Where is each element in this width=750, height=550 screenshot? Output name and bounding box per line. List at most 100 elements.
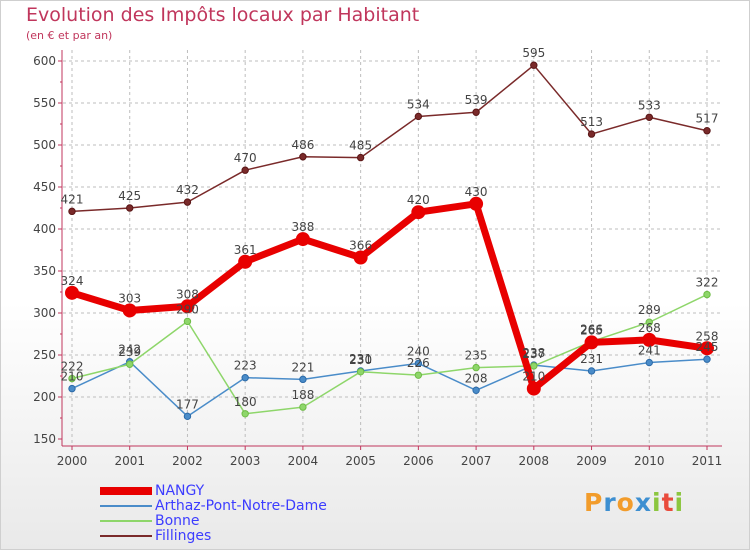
data-point-bonne	[68, 374, 76, 383]
data-point-arthaz-pont-notre-dame	[299, 375, 307, 384]
data-label-nangy: 420	[407, 193, 430, 207]
data-point-arthaz-pont-notre-dame	[183, 412, 192, 421]
y-tick-label: 450	[33, 180, 56, 194]
data-point-fillinges	[68, 207, 76, 216]
data-label-fillinges: 517	[696, 112, 719, 126]
data-label-nangy: 361	[234, 243, 257, 257]
data-label-arthaz-pont-notre-dame: 240	[407, 344, 430, 358]
y-tick-label: 550	[33, 96, 56, 110]
y-tick-label: 600	[33, 54, 56, 68]
data-point-arthaz-pont-notre-dame	[587, 367, 596, 375]
data-label-fillinges: 432	[176, 183, 199, 197]
data-label-nangy: 265	[580, 323, 603, 337]
legend-label-nangy: NANGY	[155, 483, 205, 499]
legend-label-arthaz: Arthaz-Pont-Notre-Dame	[155, 498, 327, 514]
logo-letter: i	[652, 488, 662, 517]
data-point-arthaz-pont-notre-dame	[68, 384, 76, 393]
data-label-arthaz-pont-notre-dame: 238	[522, 346, 545, 360]
y-tick-label: 300	[33, 306, 56, 320]
legend-swatch-nangy	[100, 487, 152, 495]
data-point-nangy	[584, 335, 599, 350]
legend-label-bonne: Bonne	[155, 513, 200, 529]
data-label-fillinges: 534	[407, 97, 430, 111]
series-line-bonne	[71, 293, 708, 415]
data-point-nangy	[411, 205, 426, 220]
data-label-bonne: 237	[522, 347, 545, 361]
data-label-fillinges: 533	[638, 98, 661, 112]
logo-letter: r	[603, 488, 617, 517]
data-point-fillinges	[241, 166, 249, 174]
data-label-bonne: 180	[234, 395, 257, 409]
data-point-bonne	[299, 403, 307, 411]
data-label-arthaz-pont-notre-dame: 245	[696, 340, 719, 354]
logo-letter: i	[674, 488, 685, 517]
data-label-arthaz-pont-notre-dame: 231	[580, 352, 603, 366]
legend-swatch-fillinges	[100, 535, 152, 537]
data-label-fillinges: 486	[291, 138, 314, 152]
logo-letter: t	[661, 488, 675, 517]
data-point-fillinges	[356, 153, 365, 162]
data-point-arthaz-pont-notre-dame	[703, 355, 711, 363]
data-point-bonne	[126, 360, 134, 368]
data-label-bonne: 188	[291, 388, 314, 402]
series-line-arthaz-pont-notre-dame	[71, 358, 708, 418]
x-tick-label: 2011	[692, 454, 723, 468]
x-tick-label: 2000	[57, 454, 88, 468]
data-point-bonne	[414, 371, 423, 379]
axes: 150 200 250 300 350 400 450 500 550 600 2000 2001 20…	[33, 50, 722, 468]
data-point-fillinges	[587, 130, 596, 138]
data-label-nangy: 366	[349, 239, 372, 253]
data-label-arthaz-pont-notre-dame: 223	[234, 359, 257, 373]
data-point-bonne	[356, 368, 365, 376]
data-label-bonne: 226	[407, 356, 430, 370]
data-point-fillinges	[183, 198, 192, 206]
data-label-fillinges: 425	[118, 189, 141, 203]
data-label-arthaz-pont-notre-dame: 208	[465, 371, 488, 385]
data-label-arthaz-pont-notre-dame: 177	[176, 397, 199, 411]
data-label-bonne: 239	[118, 345, 141, 359]
data-label-fillinges: 485	[349, 139, 372, 153]
legend-label-fillinges: Fillinges	[155, 528, 212, 544]
x-tick-label: 2004	[288, 454, 319, 468]
data-label-bonne: 222	[61, 360, 84, 374]
data-label-nangy: 308	[176, 287, 199, 301]
data-label-bonne: 289	[638, 303, 661, 317]
data-point-fillinges	[126, 204, 134, 212]
data-label-nangy: 324	[61, 274, 84, 288]
y-tick-label: 150	[33, 432, 56, 446]
data-label-bonne: 290	[176, 302, 199, 316]
y-tick-label: 250	[33, 348, 56, 362]
data-label-arthaz-pont-notre-dame: 241	[638, 344, 661, 358]
data-label-fillinges: 421	[61, 192, 84, 206]
series-line-fillinges	[71, 64, 708, 213]
data-label-fillinges: 539	[465, 93, 488, 107]
data-point-nangy	[469, 196, 484, 211]
y-tick-label: 350	[33, 264, 56, 278]
data-point-fillinges	[299, 153, 307, 161]
data-point-bonne	[472, 363, 480, 372]
data-point-bonne	[645, 318, 653, 326]
data-point-nangy	[526, 381, 541, 396]
data-point-nangy	[180, 299, 195, 314]
proxiti-logo: Proxiti	[584, 488, 684, 517]
data-label-arthaz-pont-notre-dame: 242	[118, 343, 141, 357]
data-label-fillinges: 513	[580, 115, 603, 129]
data-point-bonne	[241, 410, 249, 418]
logo-letter: o	[616, 488, 635, 517]
chart-title: Evolution des Impôts locaux par Habitant	[26, 4, 420, 26]
data-label-nangy: 268	[638, 321, 661, 335]
data-point-bonne	[183, 317, 192, 326]
data-label-fillinges: 595	[522, 46, 545, 60]
x-tick-label: 2001	[114, 454, 145, 468]
data-point-fillinges	[414, 112, 423, 121]
data-label-arthaz-pont-notre-dame: 231	[349, 352, 372, 366]
data-point-nangy	[642, 332, 657, 347]
data-label-nangy: 258	[696, 329, 719, 343]
data-point-nangy	[295, 232, 310, 247]
x-tick-label: 2007	[461, 454, 492, 468]
data-point-fillinges	[472, 108, 480, 116]
legend-swatch-bonne	[100, 520, 152, 522]
data-point-bonne	[703, 290, 711, 299]
